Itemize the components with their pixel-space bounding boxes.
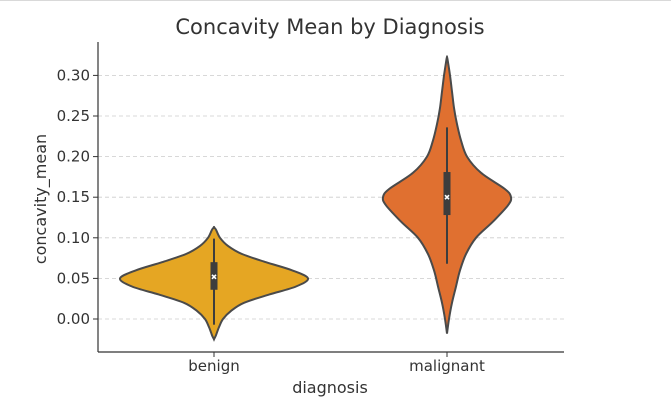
x-tick-label-benign: benign [188, 357, 239, 375]
y-tick-label: 0.05 [57, 269, 90, 287]
y-tick-label: 0.00 [57, 310, 90, 328]
y-tick-label: 0.10 [57, 229, 90, 247]
chart-title: Concavity Mean by Diagnosis [175, 15, 484, 39]
x-axis-ticks: benign malignant [188, 352, 485, 375]
violins [118, 55, 513, 342]
x-axis-label: diagnosis [292, 378, 368, 397]
y-tick-label: 0.15 [57, 188, 90, 206]
y-axis-label: concavity_mean [31, 134, 51, 264]
iqr-box-malignant [443, 172, 451, 216]
median-marker-benign [211, 274, 217, 280]
y-axis-ticks: 0.00 0.05 0.10 0.15 0.20 0.25 0.30 [57, 66, 98, 328]
y-tick-label: 0.20 [57, 148, 90, 166]
y-tick-label: 0.30 [57, 66, 90, 84]
median-marker-malignant [444, 194, 450, 200]
x-tick-label-malignant: malignant [409, 357, 485, 375]
y-tick-label: 0.25 [57, 107, 90, 125]
top-border-line [0, 0, 671, 1]
